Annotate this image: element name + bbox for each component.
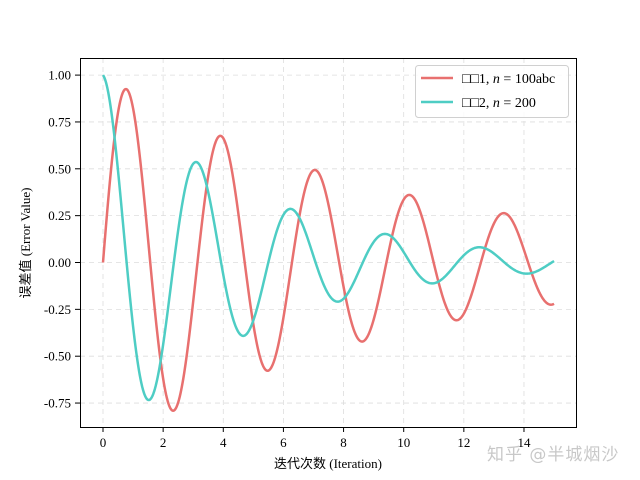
legend-box — [415, 65, 569, 118]
series-line-2 — [101, 74, 555, 402]
series-lines — [101, 74, 555, 412]
grid-lines — [80, 58, 576, 427]
legend: □□1, n = 100abc □□2, n = 200 — [415, 65, 569, 118]
y-tick-label: -0.75 — [44, 396, 71, 411]
plot-frame — [80, 58, 577, 428]
x-tick-label: 12 — [457, 435, 470, 450]
x-tick-label: 4 — [220, 435, 227, 450]
y-tick-label: 0.25 — [48, 208, 71, 223]
y-tick-label: -0.25 — [44, 302, 71, 317]
y-tick-label: 0.00 — [48, 255, 71, 270]
x-tick-label: 6 — [280, 435, 287, 450]
legend-label-series-1: □□1, n = 100abc — [462, 72, 555, 87]
y-tick-label: -0.50 — [44, 349, 71, 364]
y-tick-label: 0.50 — [48, 161, 71, 176]
y-axis-title: 误差值 (Error Value) — [18, 188, 33, 299]
x-tick-label: 10 — [397, 435, 410, 450]
watermark: 知乎 @半城烟沙 — [487, 445, 620, 465]
legend-label-series-2: □□2, n = 200 — [462, 96, 536, 111]
x-tick-label: 2 — [160, 435, 167, 450]
x-tick-label: 8 — [340, 435, 347, 450]
x-tick-label: 0 — [100, 435, 107, 450]
y-axis-ticks: 1.00 0.75 0.50 0.25 0.00 -0.25 -0.50 -0.75 — [44, 68, 80, 411]
x-tick-label: 14 — [517, 435, 531, 450]
series-line-1 — [101, 87, 555, 412]
y-tick-label: 0.75 — [48, 114, 71, 129]
x-axis-title: 迭代次数 (Iteration) — [274, 456, 382, 471]
x-axis-ticks: 0 2 4 6 8 10 12 14 — [100, 427, 531, 450]
y-tick-label: 1.00 — [48, 68, 71, 83]
